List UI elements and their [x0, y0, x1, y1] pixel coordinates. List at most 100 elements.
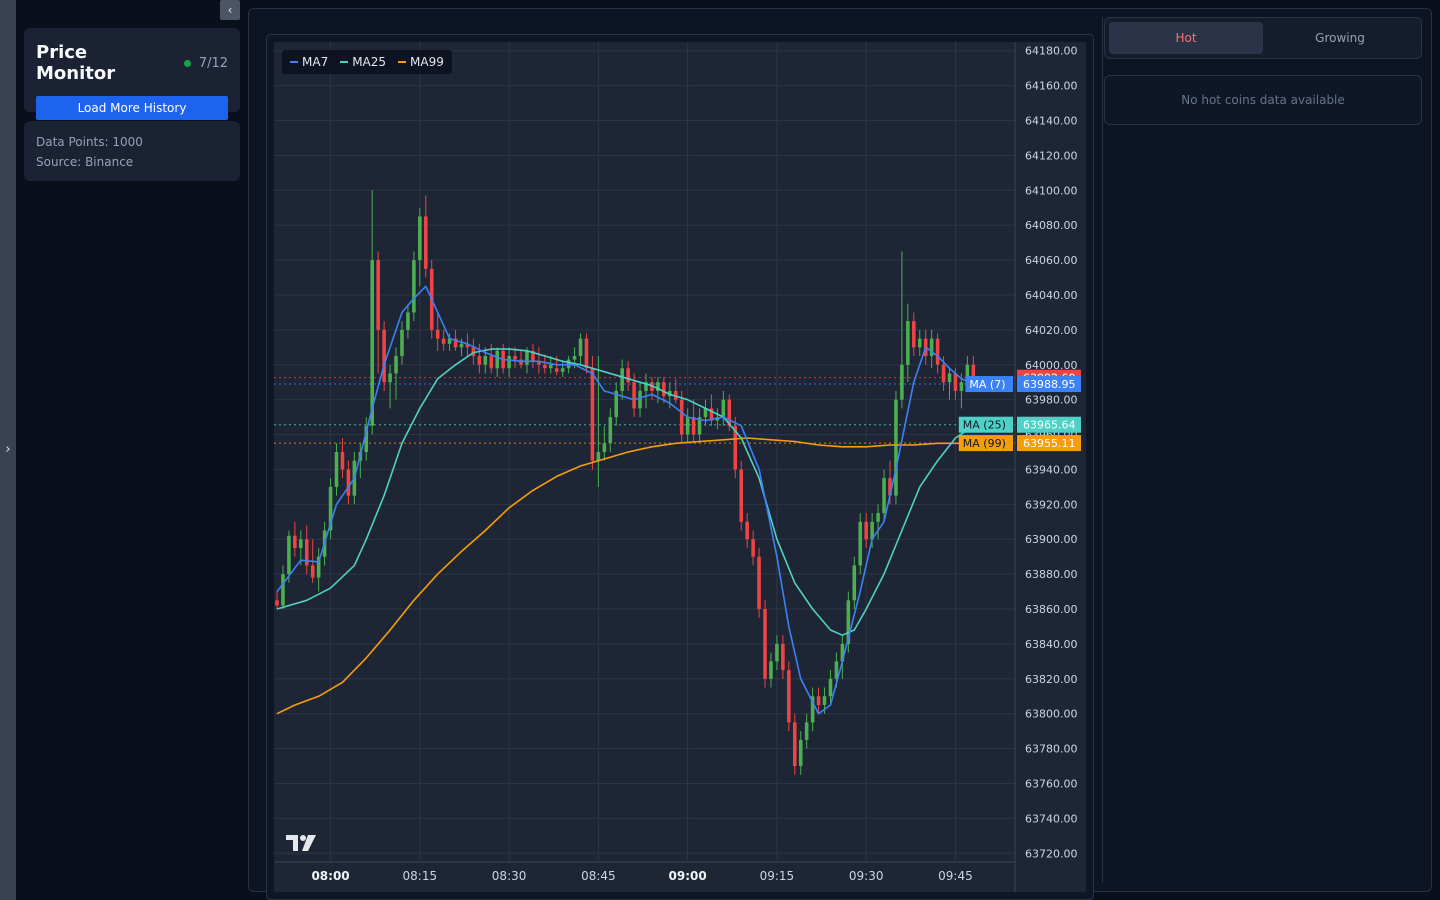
price-label-text: 63965.64: [1023, 419, 1076, 432]
legend-swatch-ma99: [398, 61, 407, 63]
collapsed-sidebar-strip: ›: [0, 0, 16, 900]
y-tick-label: 64180.00: [1025, 45, 1078, 58]
candle-body: [590, 368, 595, 461]
candle-body: [578, 338, 583, 357]
tradingview-logo[interactable]: [286, 834, 318, 852]
candle-body: [299, 539, 303, 548]
legend-label-ma25: MA25: [352, 55, 387, 69]
y-tick-label: 63920.00: [1025, 498, 1078, 511]
candle-body: [852, 565, 857, 601]
candle-body: [804, 722, 809, 740]
page-counter: 7/12: [198, 55, 228, 71]
y-tick-label: 64060.00: [1025, 254, 1078, 267]
x-tick-label: 08:30: [492, 869, 527, 883]
candle-body: [471, 347, 476, 357]
candle-body: [721, 399, 726, 418]
candle-body: [602, 443, 607, 452]
candle-body: [745, 521, 749, 540]
candle-body: [626, 368, 630, 383]
y-tick-label: 64000.00: [1025, 359, 1078, 372]
ma-tag-box: [965, 376, 1013, 393]
legend-item-ma99: MA99: [398, 55, 444, 69]
price-label-box: [1017, 416, 1081, 433]
candle-body: [787, 670, 791, 723]
connection-status-dot: [183, 59, 191, 67]
y-tick-label: 63880.00: [1025, 568, 1078, 581]
app-title: Price Monitor: [36, 42, 116, 84]
candle-body: [614, 390, 619, 418]
candle-body: [459, 343, 464, 348]
candle-body: [519, 359, 523, 365]
candle-body: [757, 556, 761, 610]
y-tick-label: 63900.00: [1025, 533, 1078, 546]
y-tick-label: 63780.00: [1025, 743, 1078, 756]
candle-body: [334, 452, 339, 487]
right-panel-divider: [1102, 17, 1103, 883]
tab-growing[interactable]: Growing: [1315, 31, 1365, 45]
candle-body: [894, 399, 898, 496]
candle-body: [376, 260, 380, 330]
candle-body: [644, 382, 648, 391]
candle-body: [340, 452, 345, 470]
candle-body: [727, 399, 732, 426]
load-more-history-button[interactable]: Load More History: [36, 96, 228, 120]
candle-body: [620, 368, 624, 391]
candle-body: [495, 350, 499, 369]
tab-hot[interactable]: Hot: [1109, 22, 1263, 54]
price-label-text: 63988.95: [1023, 378, 1076, 391]
candle-body: [697, 417, 702, 435]
candle-body: [370, 260, 375, 426]
x-tick-label: 08:15: [403, 869, 438, 883]
chart-background: [274, 42, 1086, 892]
y-tick-label: 63940.00: [1025, 463, 1078, 476]
x-tick-label: 09:30: [849, 869, 884, 883]
y-tick-label: 63740.00: [1025, 812, 1078, 825]
legend-item-ma25: MA25: [340, 55, 386, 69]
candle-body: [870, 521, 874, 540]
candle-body: [346, 469, 351, 496]
candle-body: [548, 364, 553, 369]
x-tick-label: 08:00: [311, 869, 349, 883]
y-tick-label: 64100.00: [1025, 184, 1078, 197]
candle-body: [441, 338, 446, 344]
candle-body: [287, 535, 291, 575]
y-tick-label: 64120.00: [1025, 149, 1078, 162]
y-tick-label: 63980.00: [1025, 394, 1078, 407]
y-tick-label: 64040.00: [1025, 289, 1078, 302]
candlestick-chart-svg[interactable]: 64180.00 64160.00 64140.00 64120.00 64100.00…: [274, 42, 1086, 892]
y-tick-label: 64020.00: [1025, 324, 1078, 337]
legend-item-ma7: MA7: [290, 55, 328, 69]
y-tick-label: 63840.00: [1025, 638, 1078, 651]
candle-body: [400, 329, 404, 357]
candle-body: [554, 368, 559, 372]
chart-legend: MA7 MA25 MA99: [282, 50, 452, 74]
candle-body: [959, 382, 964, 391]
legend-swatch-ma7: [290, 61, 298, 63]
candle-body: [507, 356, 511, 369]
candle-body: [673, 390, 678, 400]
candle-body: [316, 556, 321, 578]
candle-body: [763, 609, 767, 679]
candle-body: [912, 321, 916, 348]
legend-swatch-ma25: [340, 61, 349, 63]
candle-body: [447, 338, 452, 344]
price-label-box: [1017, 435, 1081, 452]
ma-tag-box: [958, 416, 1013, 433]
x-tick-label: 08:45: [581, 869, 616, 883]
price-chart[interactable]: 64180.00 64160.00 64140.00 64120.00 64100.00…: [274, 42, 1086, 892]
ma-tag-text: MA (99): [963, 437, 1006, 450]
candle-body: [733, 425, 738, 470]
candle-body: [513, 356, 517, 360]
candle-body: [834, 661, 839, 679]
coins-panel: Hot Growing No hot coins data available: [1104, 17, 1422, 125]
y-tick-label: 64160.00: [1025, 80, 1078, 93]
candle-body: [798, 739, 803, 767]
y-tick-label: 63720.00: [1025, 847, 1078, 860]
expand-panel-icon[interactable]: ›: [5, 442, 11, 457]
candle-body: [560, 368, 565, 372]
candle-body: [935, 338, 940, 365]
candle-body: [739, 469, 743, 522]
collapse-sidebar-button[interactable]: ‹: [220, 0, 240, 20]
candle-body: [947, 373, 952, 383]
candle-body: [281, 574, 285, 606]
